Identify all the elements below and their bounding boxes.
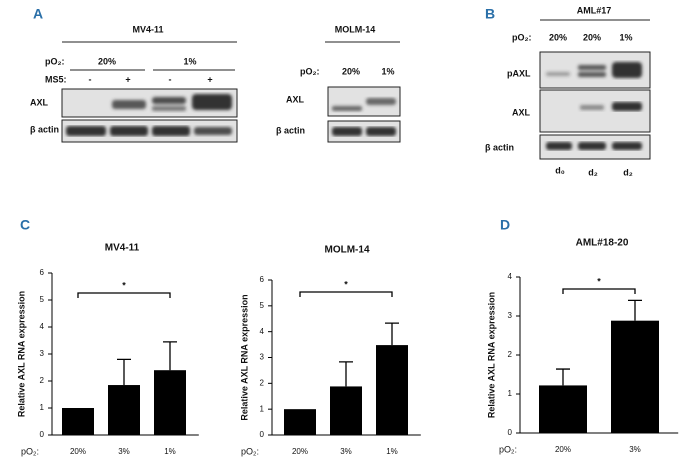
row-label: β actin: [276, 125, 305, 135]
y-tick-label: 1: [508, 389, 513, 398]
y-tick-label: 0: [40, 430, 45, 439]
bar: [62, 408, 94, 435]
y-tick-label: 0: [260, 430, 265, 439]
y-tick-label: 1: [40, 403, 45, 412]
x-tick-label: 3%: [118, 447, 130, 456]
label: pO₂:: [300, 66, 320, 76]
x-tick-label: 20%: [70, 447, 86, 456]
day: d₂: [588, 167, 598, 177]
row-label: AXL: [512, 107, 531, 117]
significance-bracket: [562, 288, 636, 294]
bar: [108, 385, 140, 435]
condition: 20%: [342, 66, 360, 76]
y-tick-label: 3: [260, 353, 265, 362]
y-tick-label: 0: [508, 428, 513, 437]
bands: [332, 98, 396, 111]
panel-letter: B: [485, 6, 495, 22]
y-tick-label: 2: [508, 350, 513, 359]
bar: [539, 385, 587, 433]
x-tick-label: 1%: [164, 447, 176, 456]
bands: [546, 62, 642, 78]
y-axis-label: Relative AXL RNA expression: [16, 291, 26, 417]
y-tick-label: 3: [40, 349, 45, 358]
y-tick-label: 4: [40, 322, 45, 331]
x-tick-label: 20%: [292, 447, 308, 456]
condition: 20%: [549, 32, 567, 42]
x-tick-label: 3%: [629, 445, 641, 454]
significance-label: *: [597, 276, 601, 286]
chart-title: AML#18-20: [576, 238, 629, 249]
day: d₀: [555, 165, 565, 175]
row-label: pAXL: [507, 68, 531, 78]
y-tick-label: 5: [40, 295, 45, 304]
x-axis-label: pO₂:: [499, 444, 517, 454]
blot: [327, 120, 401, 143]
blot-title: MOLM-14: [335, 24, 376, 34]
y-tick-label: 4: [260, 327, 265, 336]
label: MS5:: [45, 74, 67, 84]
error-bar: [385, 322, 399, 346]
row-label: AXL: [30, 97, 49, 107]
x-tick-label: 1%: [386, 447, 398, 456]
error-bar: [163, 341, 177, 371]
error-bar: [339, 361, 353, 387]
y-tick-label: 3: [508, 311, 513, 320]
panel-letter: C: [20, 217, 30, 233]
condition: 1%: [183, 56, 196, 66]
bar: [154, 370, 186, 435]
state: +: [125, 74, 130, 84]
error-bar: [556, 368, 570, 386]
y-axis-label: Relative AXL RNA expression: [239, 294, 249, 420]
y-tick-label: 2: [260, 378, 265, 387]
blot: [61, 119, 238, 143]
chart-title: MOLM-14: [325, 245, 370, 256]
x-axis-label: pO₂:: [21, 446, 39, 456]
y-tick-label: 2: [40, 376, 45, 385]
row-label: AXL: [286, 94, 305, 104]
significance-bracket: [299, 291, 393, 297]
blot-title: AML#17: [577, 5, 612, 15]
condition: 1%: [619, 32, 632, 42]
chart-title: MV4-11: [105, 243, 140, 254]
bar: [330, 386, 362, 435]
y-tick-label: 1: [260, 404, 265, 413]
bar: [376, 345, 408, 435]
y-tick-label: 6: [260, 275, 265, 284]
blot-title: MV4-11: [132, 24, 163, 34]
y-tick-label: 5: [260, 301, 265, 310]
y-axis-label: Relative AXL RNA expression: [486, 292, 496, 418]
row-label: β actin: [485, 142, 514, 152]
state: -: [89, 74, 92, 84]
error-bar: [117, 358, 131, 386]
x-axis-label: pO₂:: [241, 446, 259, 456]
significance-label: *: [344, 279, 348, 289]
label: pO₂:: [512, 32, 532, 42]
state: +: [207, 74, 212, 84]
state: -: [169, 74, 172, 84]
panel-letter: D: [500, 217, 510, 233]
day: d₂: [623, 167, 633, 177]
bar: [284, 409, 316, 435]
bands: [112, 94, 232, 111]
condition: 20%: [583, 32, 601, 42]
condition: 20%: [98, 56, 116, 66]
bands: [580, 102, 642, 111]
panel-letter: A: [33, 6, 43, 22]
y-tick-label: 6: [40, 268, 45, 277]
x-tick-label: 3%: [340, 447, 352, 456]
condition: 1%: [381, 66, 394, 76]
error-bar: [628, 299, 642, 321]
bar: [611, 320, 659, 433]
bands: [332, 127, 396, 136]
label: pO₂:: [45, 56, 65, 66]
significance-bracket: [77, 292, 171, 298]
significance-label: *: [122, 280, 126, 290]
row-label: β actin: [30, 124, 59, 134]
bands: [66, 126, 232, 136]
y-tick-label: 4: [508, 272, 513, 281]
x-tick-label: 20%: [555, 445, 571, 454]
bands: [546, 142, 642, 150]
